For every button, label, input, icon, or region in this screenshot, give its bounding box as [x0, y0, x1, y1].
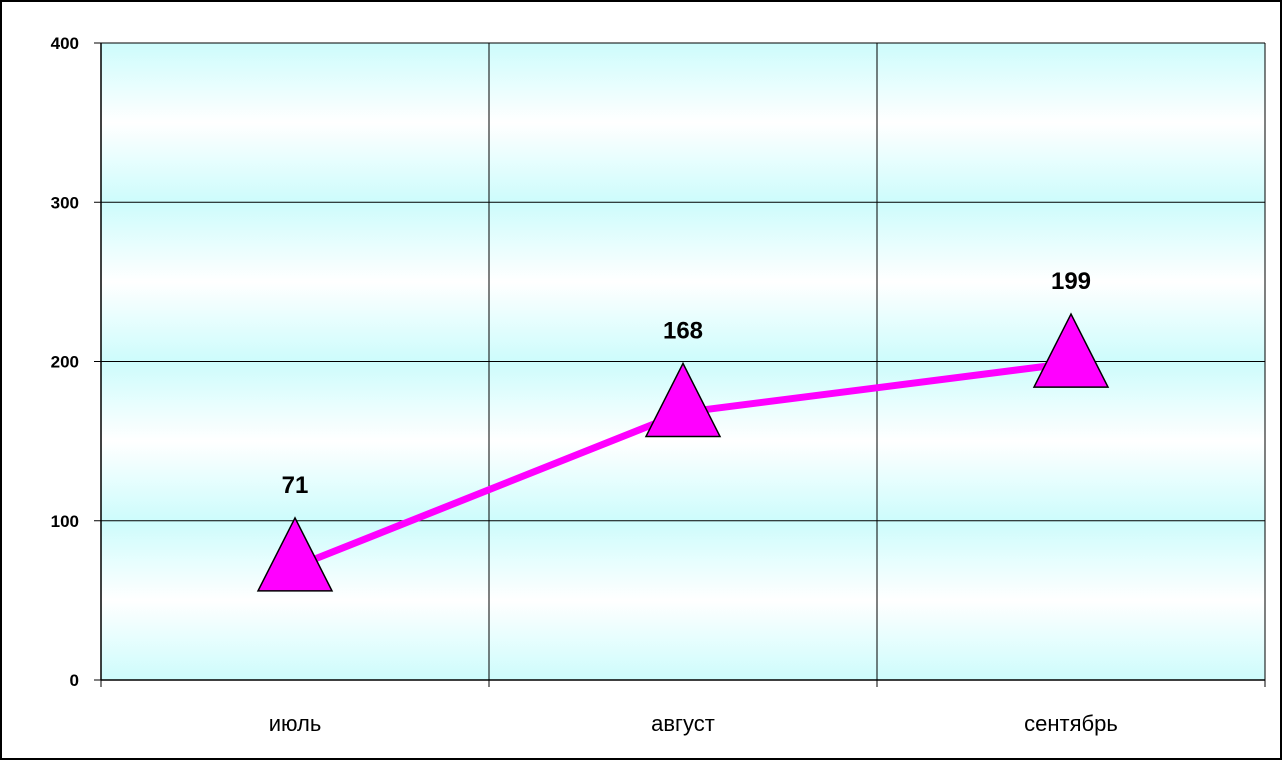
- triangle-marker: [256, 516, 334, 592]
- y-tick-label: 300: [51, 193, 79, 212]
- data-label: 199: [1051, 268, 1091, 295]
- triangle-marker: [1032, 312, 1110, 388]
- data-label: 168: [663, 317, 703, 344]
- plot-band: [101, 520, 1265, 680]
- y-tick-label: 200: [51, 353, 79, 372]
- y-tick-label: 400: [51, 34, 79, 53]
- plot-band: [101, 43, 1265, 203]
- x-axis-ticks: июль август сентябрь: [100, 680, 1266, 736]
- triangle-marker: [644, 361, 722, 438]
- x-tick-label: июль: [269, 711, 322, 736]
- data-labels: 71 168 199: [282, 268, 1091, 499]
- y-tick-label: 100: [51, 512, 79, 531]
- y-axis-ticks: 0 100 200 300 400: [51, 34, 101, 690]
- markers: [256, 312, 1110, 592]
- data-label: 71: [282, 472, 309, 499]
- y-tick-label: 0: [70, 671, 79, 690]
- x-tick-label: август: [651, 711, 715, 736]
- x-tick-label: сентябрь: [1024, 711, 1118, 736]
